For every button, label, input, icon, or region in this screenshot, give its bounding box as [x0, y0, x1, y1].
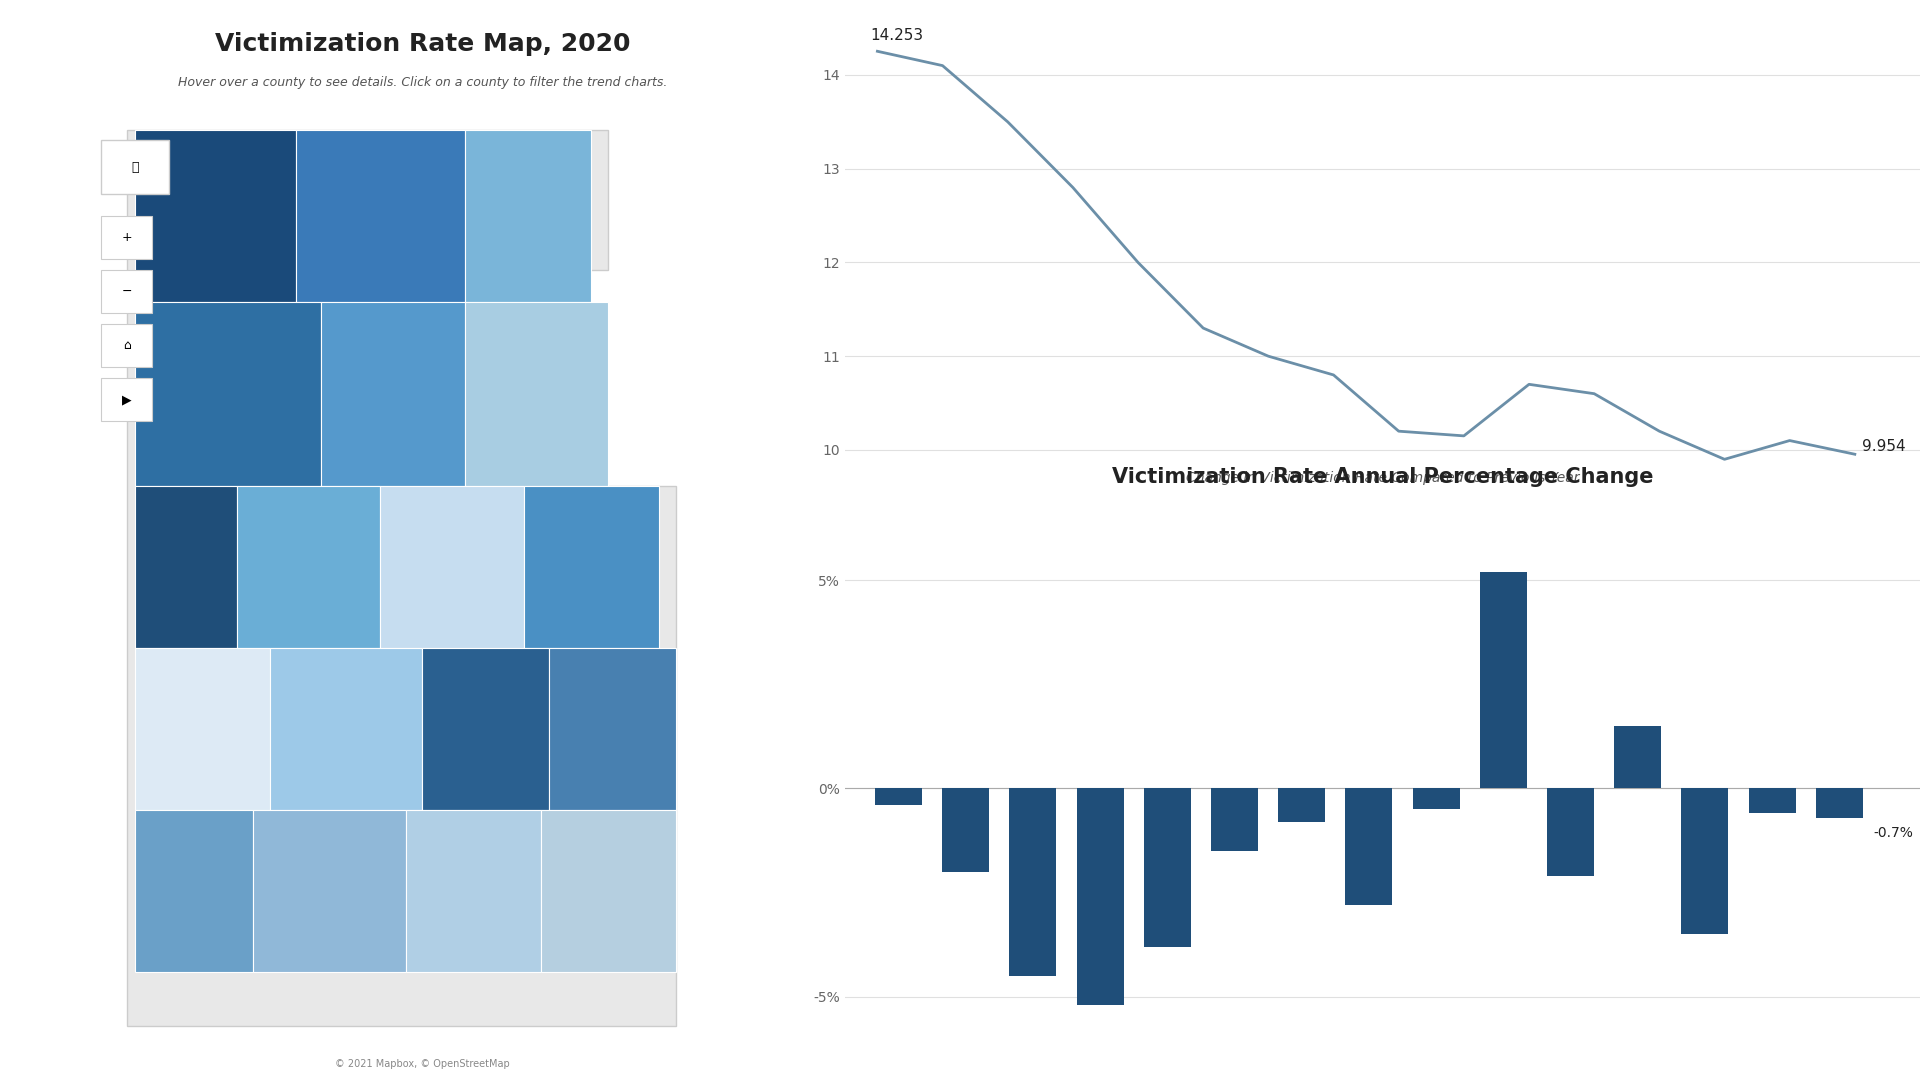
Polygon shape — [127, 130, 676, 1026]
FancyBboxPatch shape — [271, 648, 422, 810]
Bar — [1346, 788, 1392, 905]
Text: +: + — [121, 231, 132, 244]
Bar — [943, 788, 989, 872]
FancyBboxPatch shape — [134, 486, 236, 648]
FancyBboxPatch shape — [134, 130, 296, 302]
FancyBboxPatch shape — [134, 810, 253, 972]
Bar — [1010, 788, 1056, 976]
FancyBboxPatch shape — [236, 486, 380, 648]
Bar — [1816, 788, 1862, 818]
FancyBboxPatch shape — [422, 648, 549, 810]
Bar — [1279, 788, 1325, 822]
FancyBboxPatch shape — [134, 648, 271, 810]
Bar — [1615, 726, 1661, 788]
Text: Change in Victimization Rate Compared to Previous Year: Change in Victimization Rate Compared to… — [1187, 471, 1578, 485]
Bar — [1749, 788, 1795, 813]
FancyBboxPatch shape — [549, 648, 676, 810]
FancyBboxPatch shape — [541, 810, 676, 972]
Bar — [876, 788, 922, 805]
FancyBboxPatch shape — [102, 140, 169, 194]
FancyBboxPatch shape — [296, 130, 465, 302]
FancyBboxPatch shape — [405, 810, 541, 972]
Bar — [1548, 788, 1594, 876]
FancyBboxPatch shape — [465, 130, 591, 302]
Text: -0.7%: -0.7% — [1872, 826, 1912, 840]
Text: © 2021 Mapbox, © OpenStreetMap: © 2021 Mapbox, © OpenStreetMap — [334, 1059, 511, 1069]
FancyBboxPatch shape — [102, 324, 152, 367]
Bar — [1144, 788, 1190, 947]
FancyBboxPatch shape — [134, 302, 321, 486]
Text: 🔍: 🔍 — [131, 161, 138, 174]
FancyBboxPatch shape — [102, 216, 152, 259]
Bar — [1212, 788, 1258, 851]
Bar — [1682, 788, 1728, 934]
Bar — [1413, 788, 1459, 809]
Text: Victimization Rate Map, 2020: Victimization Rate Map, 2020 — [215, 32, 630, 56]
Text: ▶: ▶ — [121, 393, 132, 406]
Text: ⌂: ⌂ — [123, 339, 131, 352]
Text: 9.954: 9.954 — [1862, 440, 1905, 455]
FancyBboxPatch shape — [102, 378, 152, 421]
FancyBboxPatch shape — [321, 302, 465, 486]
Text: −: − — [121, 285, 132, 298]
FancyBboxPatch shape — [380, 486, 524, 648]
Bar — [1480, 571, 1526, 788]
FancyBboxPatch shape — [253, 810, 405, 972]
Bar — [1077, 788, 1123, 1005]
Text: 14.253: 14.253 — [870, 28, 924, 43]
Title: Victimization Rate Annual Percentage Change: Victimization Rate Annual Percentage Cha… — [1112, 467, 1653, 487]
Text: Hover over a county to see details. Click on a county to filter the trend charts: Hover over a county to see details. Clic… — [179, 76, 666, 89]
FancyBboxPatch shape — [524, 486, 659, 648]
FancyBboxPatch shape — [465, 302, 609, 486]
FancyBboxPatch shape — [102, 270, 152, 313]
